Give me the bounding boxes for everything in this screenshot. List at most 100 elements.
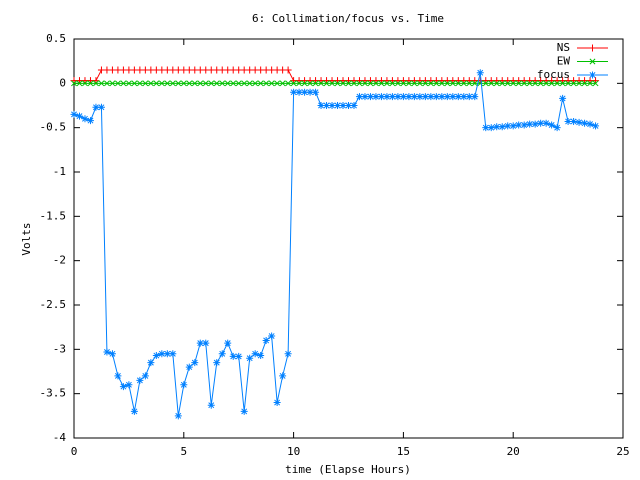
data-point xyxy=(499,80,506,87)
data-point xyxy=(575,118,583,126)
data-point xyxy=(191,359,199,367)
x-axis-label: time (Elapse Hours) xyxy=(285,463,411,476)
data-point xyxy=(109,80,116,87)
chart-title: 6: Collimation/focus vs. Time xyxy=(252,12,444,25)
data-point xyxy=(306,88,314,96)
data-point xyxy=(394,80,401,87)
data-point xyxy=(504,122,512,130)
data-point xyxy=(98,80,105,87)
x-tick-label: 15 xyxy=(397,445,410,458)
data-point xyxy=(581,119,589,127)
data-point xyxy=(147,359,155,367)
data-point xyxy=(213,80,220,87)
data-point xyxy=(285,80,292,87)
data-point xyxy=(97,103,105,111)
data-point xyxy=(455,80,462,87)
data-point xyxy=(307,80,314,87)
data-point xyxy=(295,88,303,96)
data-point xyxy=(136,376,144,384)
data-point xyxy=(312,88,320,96)
data-point xyxy=(498,123,506,131)
data-point xyxy=(158,350,166,358)
data-point xyxy=(103,80,110,87)
data-point xyxy=(548,121,556,129)
y-tick-label: -2 xyxy=(53,254,66,267)
data-point xyxy=(559,80,566,87)
data-point xyxy=(482,80,489,87)
data-point xyxy=(323,80,330,87)
data-point xyxy=(416,93,424,101)
legend-label: focus xyxy=(537,68,570,81)
data-point xyxy=(592,80,599,87)
data-point xyxy=(564,117,572,125)
data-point xyxy=(152,352,160,360)
data-point xyxy=(488,80,495,87)
data-point xyxy=(460,93,468,101)
data-point xyxy=(537,119,545,127)
data-point xyxy=(482,124,490,132)
data-point xyxy=(493,123,501,131)
data-point xyxy=(229,352,237,360)
data-point xyxy=(164,80,171,87)
data-point xyxy=(114,80,121,87)
data-point xyxy=(334,80,341,87)
data-point xyxy=(103,348,111,356)
data-point xyxy=(399,93,407,101)
data-point xyxy=(367,80,374,87)
data-point xyxy=(427,80,434,87)
data-point xyxy=(317,102,325,109)
data-point xyxy=(553,124,561,132)
data-point xyxy=(543,80,550,87)
data-point xyxy=(526,120,534,128)
data-point xyxy=(438,80,445,87)
data-point xyxy=(163,350,171,358)
data-point xyxy=(520,121,528,129)
data-point xyxy=(504,80,511,87)
data-point xyxy=(570,117,578,125)
data-point xyxy=(405,93,413,101)
data-point xyxy=(526,80,533,87)
data-point xyxy=(389,80,396,87)
plot-frame xyxy=(73,38,624,439)
data-point xyxy=(471,93,479,101)
data-point xyxy=(114,372,122,380)
data-point xyxy=(93,80,99,87)
data-point xyxy=(284,66,292,74)
data-point xyxy=(372,93,380,101)
data-point xyxy=(466,80,473,87)
data-point xyxy=(355,93,363,101)
data-point xyxy=(153,80,160,87)
data-point xyxy=(548,80,555,87)
data-point xyxy=(130,407,138,415)
data-point xyxy=(251,350,259,358)
data-point xyxy=(328,102,336,109)
data-point xyxy=(510,80,517,87)
data-point xyxy=(351,80,357,87)
data-point xyxy=(345,102,352,109)
data-point xyxy=(246,354,254,362)
data-point xyxy=(432,93,440,101)
data-point xyxy=(509,122,517,130)
y-tick-label: -1.5 xyxy=(40,209,67,222)
legend-label: EW xyxy=(557,55,571,68)
data-point xyxy=(230,80,237,87)
data-point xyxy=(219,80,226,87)
data-point xyxy=(120,80,127,87)
data-point xyxy=(323,102,331,109)
data-point xyxy=(207,401,215,409)
data-point xyxy=(76,80,83,87)
data-point xyxy=(460,80,467,87)
data-point xyxy=(141,372,149,380)
data-point xyxy=(444,80,451,87)
data-point xyxy=(125,80,132,87)
data-point xyxy=(81,115,89,123)
data-point xyxy=(410,93,418,101)
data-point xyxy=(213,359,221,367)
data-point xyxy=(296,80,303,87)
data-point xyxy=(394,93,402,101)
data-point xyxy=(542,119,550,127)
data-point xyxy=(476,69,484,77)
legend-marker xyxy=(589,71,596,79)
data-point xyxy=(136,80,143,87)
legend-marker xyxy=(589,44,596,52)
